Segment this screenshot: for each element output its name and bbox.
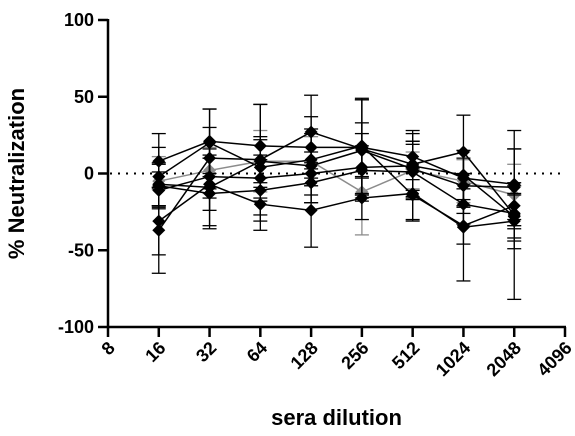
y-tick-label: 0	[84, 164, 94, 184]
y-tick-label: 100	[64, 10, 94, 30]
series-line	[158, 149, 515, 189]
series-line	[158, 169, 515, 215]
x-tick-label: 64	[243, 338, 271, 366]
data-point	[456, 219, 470, 233]
y-ticks: -100 -50 0 50 100	[58, 10, 108, 337]
x-tick-label: 4096	[533, 338, 575, 380]
x-tick-label: 2048	[483, 338, 525, 380]
x-tick-label: 16	[141, 338, 169, 366]
series-line	[158, 140, 515, 185]
x-axis-title: sera dilution	[271, 405, 402, 430]
y-axis-title: % Neutralization	[4, 88, 29, 259]
data-point	[304, 159, 318, 173]
y-tick-label: -100	[58, 317, 94, 337]
x-tick-label: 256	[337, 338, 372, 373]
x-ticks: 8 16 32 64 128 256 512 1024 2048 4096	[98, 327, 575, 380]
data-point	[152, 177, 166, 191]
x-tick-label: 8	[98, 338, 119, 359]
x-tick-label: 512	[388, 338, 423, 373]
data-point	[203, 136, 217, 150]
series-line	[158, 183, 515, 229]
data-point	[507, 180, 521, 194]
data-point	[152, 214, 166, 228]
x-tick-label: 1024	[432, 338, 474, 380]
data-point	[253, 154, 267, 168]
data-point	[304, 203, 318, 217]
series-layer	[151, 94, 522, 301]
y-tick-label: -50	[68, 240, 94, 260]
data-point	[355, 143, 369, 157]
y-tick-label: 50	[74, 87, 94, 107]
data-point	[406, 162, 420, 176]
series-line	[158, 141, 515, 227]
series-7	[151, 122, 522, 227]
series-line	[158, 131, 515, 231]
data-point	[456, 179, 470, 193]
data-point	[203, 180, 217, 194]
x-tick-label: 128	[287, 338, 322, 373]
x-tick-label: 32	[192, 338, 220, 366]
